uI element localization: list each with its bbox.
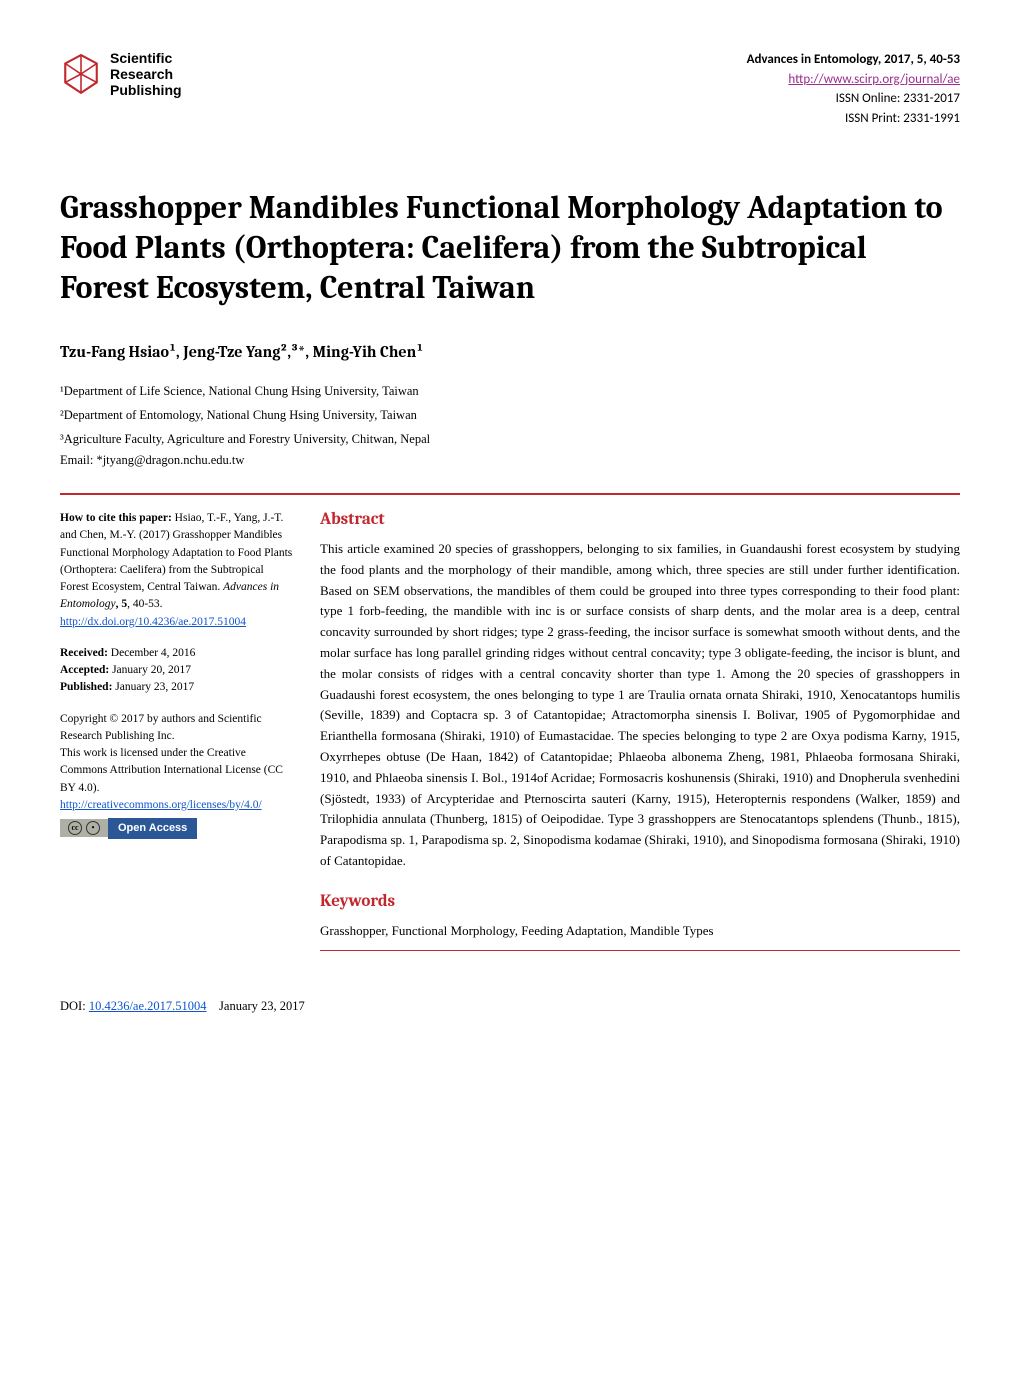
affiliation: ²Department of Entomology, National Chun… [60, 405, 960, 425]
issn-print: ISSN Print: 2331-1991 [747, 109, 960, 129]
page-header: Scientific Research Publishing Advances … [60, 50, 960, 128]
citation-block: How to cite this paper: Hsiao, T.-F., Ya… [60, 510, 295, 631]
corresponding-email: Email: *jtyang@dragon.nchu.edu.tw [60, 453, 960, 468]
srp-logo-icon [60, 53, 102, 95]
received-label: Received: [60, 647, 108, 659]
footer-date: January 23, 2017 [207, 999, 305, 1013]
license-link[interactable]: http://creativecommons.org/licenses/by/4… [60, 799, 262, 811]
affiliations-block: ¹Department of Life Science, National Ch… [60, 381, 960, 449]
keywords-heading: Keywords [320, 892, 960, 911]
copyright-block: Copyright © 2017 by authors and Scientif… [60, 711, 295, 839]
publisher-logo: Scientific Research Publishing [60, 50, 182, 98]
doi-label: DOI: [60, 999, 89, 1013]
affiliation: ³Agriculture Faculty, Agriculture and Fo… [60, 429, 960, 449]
cc-icons: cc • [60, 819, 108, 837]
received-date: December 4, 2016 [108, 647, 196, 659]
publisher-name: Scientific Research Publishing [110, 50, 182, 98]
published-date: January 23, 2017 [112, 681, 194, 693]
keywords-text: Grasshopper, Functional Morphology, Feed… [320, 921, 960, 942]
footer-doi-link[interactable]: 10.4236/ae.2017.51004 [89, 999, 207, 1013]
divider [60, 493, 960, 495]
authors-line: Tzu-Fang Hsiao¹, Jeng-Tze Yang²,³*, Ming… [60, 343, 960, 361]
divider [320, 950, 960, 951]
copyright-text: Copyright © 2017 by authors and Scientif… [60, 711, 295, 746]
accepted-date: January 20, 2017 [109, 664, 191, 676]
abstract-text: This article examined 20 species of gras… [320, 539, 960, 872]
issn-online: ISSN Online: 2331-2017 [747, 89, 960, 109]
open-access-label: Open Access [108, 818, 197, 839]
by-icon: • [86, 821, 100, 835]
cite-label: How to cite this paper: [60, 512, 172, 524]
journal-meta: Advances in Entomology, 2017, 5, 40-53 h… [747, 50, 960, 128]
article-body: Abstract This article examined 20 specie… [320, 510, 960, 959]
published-label: Published: [60, 681, 112, 693]
main-content: How to cite this paper: Hsiao, T.-F., Ya… [60, 510, 960, 959]
page-footer: DOI: 10.4236/ae.2017.51004 January 23, 2… [60, 999, 960, 1014]
journal-citation: Advances in Entomology, 2017, 5, 40-53 [747, 50, 960, 70]
cite-vol: , 5 [116, 598, 128, 610]
affiliation: ¹Department of Life Science, National Ch… [60, 381, 960, 401]
accepted-label: Accepted: [60, 664, 109, 676]
sidebar-meta: How to cite this paper: Hsiao, T.-F., Ya… [60, 510, 295, 959]
dates-block: Received: December 4, 2016 Accepted: Jan… [60, 645, 295, 697]
abstract-heading: Abstract [320, 510, 960, 529]
cite-pages: , 40-53. [127, 598, 162, 610]
cc-icon: cc [68, 821, 82, 835]
open-access-badge: cc • Open Access [60, 818, 197, 839]
license-text: This work is licensed under the Creative… [60, 745, 295, 797]
doi-link[interactable]: http://dx.doi.org/10.4236/ae.2017.51004 [60, 616, 246, 628]
journal-url-link[interactable]: http://www.scirp.org/journal/ae [788, 72, 960, 87]
article-title: Grasshopper Mandibles Functional Morphol… [60, 188, 960, 308]
